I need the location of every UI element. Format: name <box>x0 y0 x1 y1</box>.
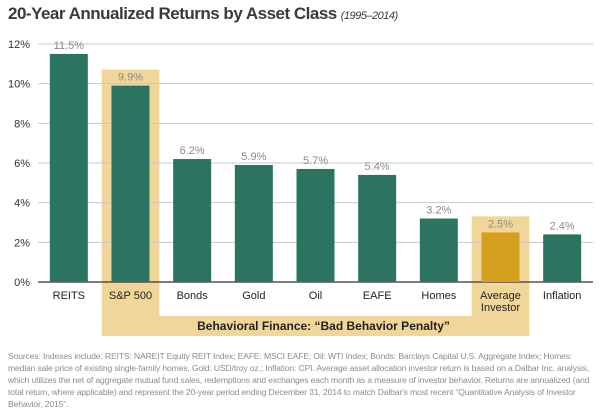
x-category-label: Homes <box>421 290 456 302</box>
x-category-label: EAFE <box>363 290 392 302</box>
bar-s-p-500 <box>111 85 150 283</box>
bar-homes <box>419 218 458 282</box>
penalty-annotation: Behavioral Finance: “Bad Behavior Penalt… <box>197 319 450 333</box>
labels: 0% 2% 4% 6% 8% 10% 12% 11.5% REITS 9.9% S&P 500 6.2… <box>8 39 581 333</box>
value-label: 11.5% <box>54 40 85 52</box>
y-tick-label: 2% <box>14 237 30 249</box>
value-label: 9.9% <box>118 72 143 84</box>
bar-average-investor <box>481 232 520 282</box>
y-tick-label: 6% <box>14 158 30 170</box>
y-tick-label: 12% <box>8 39 30 51</box>
x-category-label: Investor <box>481 302 520 314</box>
x-category-label: Oil <box>309 290 322 302</box>
bars <box>49 53 582 283</box>
x-category-label: Average <box>480 290 521 302</box>
value-label: 3.2% <box>426 205 451 217</box>
value-label: 5.9% <box>241 151 266 163</box>
value-label: 6.2% <box>180 145 205 157</box>
bar-eafe <box>358 174 397 282</box>
value-label: 2.4% <box>550 220 575 232</box>
value-label: 5.7% <box>303 155 328 167</box>
x-category-label: Bonds <box>177 290 209 302</box>
chart-title-period: (1995–2014) <box>340 10 398 22</box>
chart-title-main: 20-Year Annualized Returns by Asset Clas… <box>8 4 337 23</box>
bar-reits <box>49 53 88 282</box>
y-tick-label: 4% <box>14 198 30 210</box>
y-tick-label: 8% <box>14 118 30 130</box>
value-label: 2.5% <box>488 218 513 230</box>
bar-oil <box>296 168 335 282</box>
bar-chart: 0% 2% 4% 6% 8% 10% 12% 11.5% REITS 9.9% S&P 500 6.2… <box>8 39 593 337</box>
bar-gold <box>234 164 273 282</box>
x-category-label: REITS <box>53 290 85 302</box>
bar-inflation <box>543 234 582 282</box>
y-tick-label: 0% <box>14 277 30 289</box>
sources-footnote: Sources: Indexes include: REITS: NAREIT … <box>8 351 590 409</box>
y-tick-label: 10% <box>8 79 30 91</box>
value-label: 5.4% <box>365 161 390 173</box>
x-category-label: Gold <box>242 290 265 302</box>
bar-bonds <box>173 159 212 282</box>
chart-title: 20-Year Annualized Returns by Asset Clas… <box>8 4 398 24</box>
x-category-label: S&P 500 <box>109 290 152 302</box>
x-category-label: Inflation <box>543 290 582 302</box>
